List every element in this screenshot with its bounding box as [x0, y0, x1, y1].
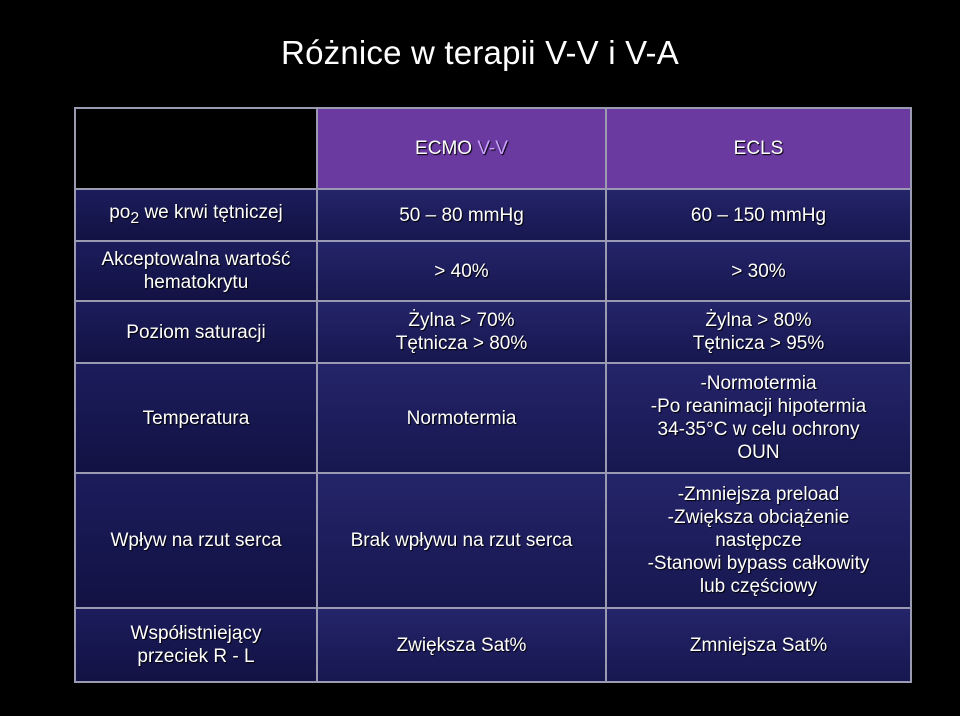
vv-value: Żylna > 70% Tętnicza > 80% — [316, 300, 607, 364]
table-row: Temperatura Normotermia -Normotermia -Po … — [74, 362, 912, 474]
vv-value: Normotermia — [316, 362, 607, 474]
table-row: Współistniejący przeciek R - L Zwiększa S… — [74, 607, 912, 683]
row-label: po2 we krwi tętniczej — [74, 188, 318, 242]
ecls-value: Zmniejsza Sat% — [605, 607, 912, 683]
row-label: Współistniejący przeciek R - L — [74, 607, 318, 683]
ecls-value: Żylna > 80% Tętnicza > 95% — [605, 300, 912, 364]
row-label: Temperatura — [74, 362, 318, 474]
vv-value: > 40% — [316, 240, 607, 302]
row-label: Wpływ na rzut serca — [74, 472, 318, 609]
vv-value: Zwiększa Sat% — [316, 607, 607, 683]
table-row: po2 we krwi tętniczej 50 – 80 mmHg 60 – … — [74, 188, 912, 242]
table-row: Akceptowalna wartość hematokrytu > 40% > … — [74, 240, 912, 302]
ecls-value: -Zmniejsza preload -Zwiększa obciążenie na… — [605, 472, 912, 609]
row-label: Akceptowalna wartość hematokrytu — [74, 240, 318, 302]
vv-value: Brak wpływu na rzut serca — [316, 472, 607, 609]
vv-value: 50 – 80 mmHg — [316, 188, 607, 242]
header-vv-accent: V-V — [477, 138, 508, 159]
table-row: Wpływ na rzut serca Brak wpływu na rzut … — [74, 472, 912, 609]
header-ecls: ECLS — [605, 107, 912, 190]
comparison-table: ECMO V-V ECLS po2 we krwi tętniczej 50 –… — [74, 107, 912, 683]
ecls-value: > 30% — [605, 240, 912, 302]
table-row: Poziom saturacji Żylna > 70% Tętnicza > 8… — [74, 300, 912, 364]
slide-title: Różnice w terapii V-V i V-A — [281, 34, 679, 71]
header-ecmo-label: ECMO — [415, 138, 478, 159]
table-header-row: ECMO V-V ECLS — [74, 107, 912, 190]
corner-cell — [74, 107, 318, 190]
header-ecmo-vv: ECMO V-V — [316, 107, 607, 190]
ecls-value: 60 – 150 mmHg — [605, 188, 912, 242]
ecls-value: -Normotermia -Po reanimacji hipotermia 34-… — [605, 362, 912, 474]
row-label: Poziom saturacji — [74, 300, 318, 364]
